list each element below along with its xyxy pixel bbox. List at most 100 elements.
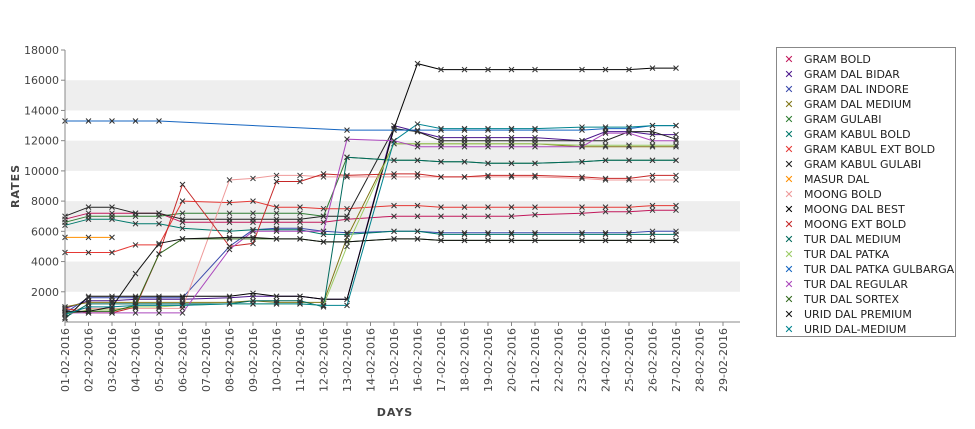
data-point <box>673 131 679 138</box>
data-point <box>391 213 397 220</box>
data-point <box>438 213 444 220</box>
y-tick-label: 2000 <box>31 286 59 299</box>
data-point <box>391 137 397 144</box>
data-point <box>226 177 233 183</box>
line-chart: 2000 4000 6000 8000 10000 12000 14000 16000 1800… <box>9 44 740 419</box>
data-point <box>673 172 679 179</box>
data-point <box>156 310 162 316</box>
data-point <box>226 301 233 307</box>
legend-item: ✕ GRAM GULABI <box>777 112 955 127</box>
data-point <box>156 210 162 217</box>
legend-item: ✕ URID DAL PREMIUM <box>777 307 955 322</box>
series-12 <box>62 154 679 321</box>
data-point <box>579 174 585 180</box>
data-point <box>602 130 609 136</box>
data-point <box>414 121 421 127</box>
data-point <box>438 125 444 132</box>
legend-label: TUR DAL SORTEX <box>804 293 900 306</box>
data-point <box>320 205 327 212</box>
legend-marker-icon: ✕ <box>784 308 794 321</box>
data-point <box>532 204 538 211</box>
data-point <box>461 204 468 211</box>
legend-marker-icon: ✕ <box>784 143 794 156</box>
x-tick-label: 28-02-2016 <box>694 328 707 392</box>
data-point <box>532 237 538 244</box>
y-tick-label: 10000 <box>24 165 59 178</box>
legend-marker-icon: ✕ <box>784 263 794 276</box>
x-tick-label: 22-02-2016 <box>553 328 566 392</box>
legend-label: GRAM KABUL EXT BOLD <box>804 143 936 156</box>
data-point <box>673 177 679 183</box>
data-point <box>109 216 115 223</box>
data-point <box>344 136 350 143</box>
data-point <box>649 157 656 164</box>
data-point <box>250 234 256 241</box>
data-point <box>626 175 632 182</box>
data-point <box>508 125 515 132</box>
data-point <box>85 234 92 241</box>
data-point <box>485 125 491 132</box>
legend-marker-icon: ✕ <box>784 218 794 231</box>
series-line <box>64 143 676 315</box>
legend-label: GRAM GULABI <box>804 113 882 126</box>
data-point <box>226 228 233 235</box>
data-point <box>179 210 186 217</box>
x-tick-label: 08-02-2016 <box>224 328 237 392</box>
data-point <box>344 302 350 309</box>
data-point <box>273 204 280 211</box>
data-point <box>85 249 92 256</box>
data-point <box>179 236 186 242</box>
data-point <box>344 205 350 212</box>
x-tick-label: 11-02-2016 <box>294 328 307 392</box>
data-point <box>626 231 632 238</box>
data-point <box>626 157 632 164</box>
data-point <box>485 66 491 73</box>
data-point <box>391 127 397 133</box>
data-point <box>85 304 92 310</box>
data-point <box>109 293 115 300</box>
legend-marker-icon: ✕ <box>784 83 794 96</box>
data-point <box>226 246 233 253</box>
series-11 <box>62 171 679 316</box>
data-point <box>391 157 397 164</box>
data-point <box>297 293 303 300</box>
data-point <box>85 216 92 223</box>
data-point <box>132 302 139 309</box>
x-tick-label: 27-02-2016 <box>670 328 683 392</box>
data-point <box>391 228 397 235</box>
data-point <box>344 213 350 220</box>
legend-item: ✕ GRAM KABUL EXT BOLD <box>777 142 955 157</box>
data-point <box>273 172 280 179</box>
y-tick-label: 12000 <box>24 135 59 148</box>
legend-item: ✕ TUR DAL MEDIUM <box>777 232 955 247</box>
data-point <box>485 160 491 167</box>
data-point <box>485 213 491 220</box>
series-lines <box>62 60 679 322</box>
data-point <box>485 172 491 179</box>
legend-item: ✕ GRAM KABUL GULABI <box>777 157 955 172</box>
data-point <box>156 220 162 227</box>
x-tick-label: 25-02-2016 <box>623 328 636 392</box>
data-point <box>649 177 656 183</box>
data-point <box>673 231 679 238</box>
y-tick-label: 4000 <box>31 256 59 269</box>
legend-marker-icon: ✕ <box>784 113 794 126</box>
data-point <box>673 142 679 149</box>
data-point <box>649 65 656 71</box>
data-point <box>85 204 92 211</box>
legend-item: ✕ GRAM KABUL BOLD <box>777 127 955 142</box>
series-line <box>64 156 676 318</box>
x-tick-label: 23-02-2016 <box>576 328 589 392</box>
y-tick-label: 16000 <box>24 74 59 87</box>
legend-marker-icon: ✕ <box>784 68 794 81</box>
series-18 <box>62 121 679 318</box>
legend-marker-icon: ✕ <box>784 173 794 186</box>
data-point <box>273 236 280 242</box>
data-point <box>438 66 444 73</box>
y-axis-ticks: 2000 4000 6000 8000 10000 12000 14000 16000 1800… <box>24 44 65 299</box>
data-point <box>602 124 609 130</box>
legend-label: URID DAL PREMIUM <box>804 308 912 321</box>
series-line <box>65 200 676 253</box>
x-tick-label: 17-02-2016 <box>435 328 448 392</box>
data-point <box>485 204 491 211</box>
